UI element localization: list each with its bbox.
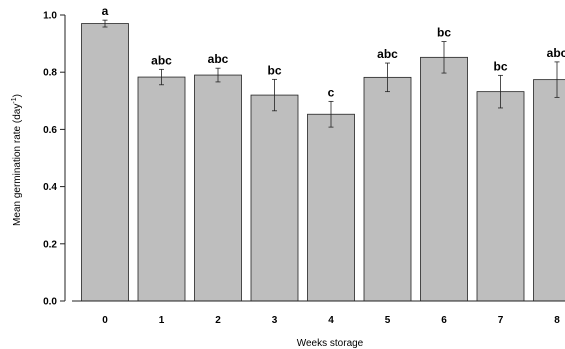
bar <box>137 76 186 302</box>
bar <box>420 56 468 302</box>
significance-label: abc <box>547 46 565 60</box>
error-bar <box>102 19 108 28</box>
y-axis-label-main: Mean germination rate (day <box>12 104 23 226</box>
significance-label: abc <box>151 53 172 67</box>
significance-label: bc <box>437 26 451 40</box>
x-tick-label: 2 <box>215 315 221 326</box>
error-bar <box>498 74 503 109</box>
y-tick-label: 1.0 <box>43 11 57 22</box>
error-bar <box>215 67 221 83</box>
bar <box>81 23 129 302</box>
y-axis: 0.0 0.2 0.4 0.6 0.8 1.0 <box>43 11 66 308</box>
x-tick-label: 8 <box>554 315 560 326</box>
bar <box>476 91 525 302</box>
y-tick-label: 0.2 <box>43 239 57 250</box>
significance-labels: a abc abc bc c abc bc bc abc <box>102 4 565 99</box>
bar <box>533 79 565 302</box>
bars <box>81 23 565 302</box>
y-tick-label: 0.4 <box>43 182 57 193</box>
x-tick-label: 0 <box>102 315 108 326</box>
y-axis-label: Mean germination rate (day-1) <box>11 94 23 226</box>
bar <box>307 113 355 302</box>
x-tick-label: 7 <box>498 315 504 326</box>
y-axis-label-close: ) <box>12 94 23 97</box>
error-bar <box>441 41 447 74</box>
x-tick-labels: 0 1 2 3 4 5 6 7 8 <box>102 315 560 326</box>
x-tick-label: 5 <box>385 315 391 326</box>
error-bar <box>328 100 334 128</box>
y-tick-label: 0.0 <box>43 297 57 308</box>
x-tick-label: 6 <box>441 315 447 326</box>
x-tick-label: 3 <box>272 315 278 326</box>
x-tick-label: 4 <box>328 315 334 326</box>
bar <box>363 76 412 302</box>
y-tick-label: 0.6 <box>43 125 57 136</box>
y-tick-label: 0.8 <box>43 68 57 79</box>
significance-label: bc <box>267 63 281 77</box>
x-axis-label: Weeks storage <box>297 338 364 349</box>
significance-label: abc <box>208 52 229 66</box>
error-bar <box>385 62 390 93</box>
error-bars <box>102 19 560 128</box>
significance-label: abc <box>377 47 398 61</box>
error-bar <box>554 61 560 98</box>
bar <box>250 94 299 302</box>
error-bar <box>159 68 164 86</box>
bar <box>194 74 242 302</box>
error-bar <box>272 78 277 112</box>
significance-label: a <box>102 4 109 18</box>
significance-label: c <box>328 85 335 99</box>
y-axis-label-sup: -1 <box>11 97 18 103</box>
significance-label: bc <box>493 59 507 73</box>
x-tick-label: 1 <box>159 315 165 326</box>
